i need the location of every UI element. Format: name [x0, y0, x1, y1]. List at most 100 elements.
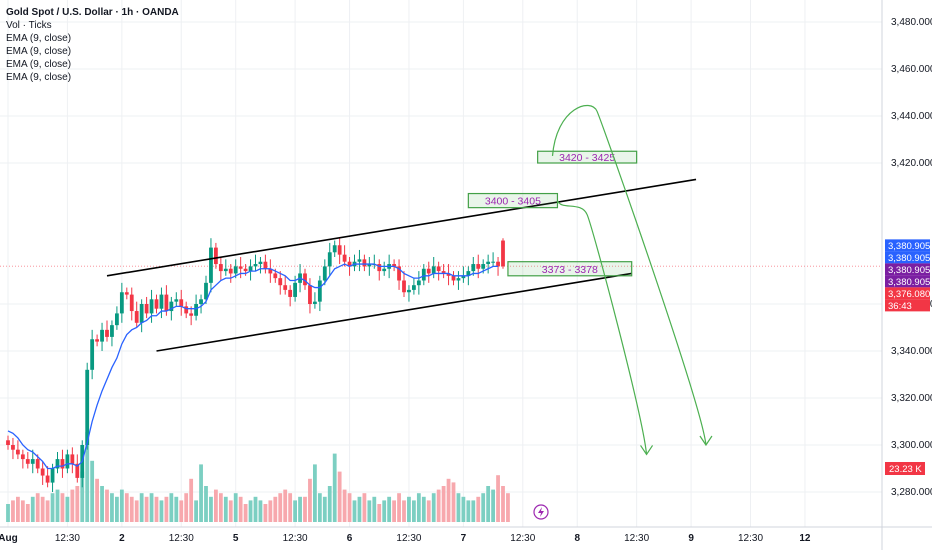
volume-bar [124, 493, 129, 522]
ema-indicator-label[interactable]: EMA (9, close) [6, 72, 72, 83]
volume-bar [184, 493, 189, 522]
volume-bar [119, 489, 124, 522]
ema-indicator-label[interactable]: EMA (9, close) [6, 59, 72, 70]
target-zone-label: 3420 - 3425 [559, 152, 615, 164]
candle [129, 294, 134, 312]
volume-bar [194, 500, 198, 522]
volume-bar [451, 482, 456, 522]
volume-bar [223, 496, 228, 522]
candle [293, 282, 297, 297]
ema-line [7, 263, 499, 470]
candle [233, 266, 238, 274]
volume-bar [283, 489, 288, 522]
volume-bar [293, 500, 297, 522]
candle [144, 304, 149, 314]
candle [392, 264, 396, 267]
x-tick-label: 5 [233, 533, 239, 544]
candle [169, 301, 174, 312]
volume-bar [209, 496, 213, 522]
volume-bar [233, 493, 238, 522]
symbol-title: Gold Spot / U.S. Dollar · 1h · OANDA [6, 7, 179, 18]
candle [327, 252, 332, 267]
candle [159, 294, 164, 309]
price-label-text: 3,380.905 [888, 253, 930, 264]
candle [119, 292, 124, 314]
volume-indicator-label[interactable]: Vol · Ticks [6, 20, 52, 31]
candle [496, 261, 500, 267]
volume-bar [105, 489, 109, 522]
volume-bar [332, 453, 337, 522]
volume-bar [298, 496, 302, 522]
candle [303, 273, 307, 286]
candle [426, 268, 431, 274]
volume-bar [412, 500, 416, 522]
volume-bar [268, 500, 273, 522]
volume-bar [387, 496, 392, 522]
volume-bar [421, 496, 426, 522]
volume-bar [416, 493, 421, 522]
price-label-tag [885, 275, 930, 288]
arrow-head-icon [699, 435, 713, 447]
candle [134, 311, 139, 323]
candle [50, 468, 55, 483]
volume-bar [382, 500, 387, 522]
volume-bar [476, 496, 481, 522]
ema-indicator-label[interactable]: EMA (9, close) [6, 46, 72, 57]
volume-bar [65, 496, 70, 522]
candle [20, 454, 25, 460]
volume-bar [496, 475, 500, 522]
candle [238, 266, 243, 269]
volume-bar [204, 486, 208, 522]
candle [194, 304, 198, 316]
volume-bar [164, 496, 169, 522]
volume-bar [263, 504, 268, 522]
candle [481, 264, 486, 269]
candle [313, 301, 317, 304]
candle [75, 463, 80, 478]
volume-bar [481, 493, 486, 522]
volume-bar [407, 496, 411, 522]
volume-bar [11, 500, 15, 522]
volume-bar [115, 496, 119, 522]
volume-bar [159, 500, 164, 522]
volume-bar [144, 496, 149, 522]
candle [223, 268, 228, 272]
candle [441, 271, 446, 274]
candle [115, 313, 119, 326]
volume-bar [100, 486, 104, 522]
volume-bar [25, 504, 30, 522]
volume-bar [397, 493, 401, 522]
x-tick-label: 12 [799, 533, 811, 544]
candle [189, 313, 194, 316]
candle [35, 459, 40, 469]
volume-bar [218, 493, 223, 522]
volume-bar [436, 489, 441, 522]
candle [60, 459, 65, 469]
candle [209, 247, 213, 283]
candle [288, 289, 293, 297]
volume-bar [174, 496, 179, 522]
price-label-text: 3,380.905 [888, 277, 930, 288]
volume-bar [471, 500, 476, 522]
candle [30, 459, 35, 464]
y-tick-label: 3,420.000 [891, 158, 932, 169]
volume-bar [446, 478, 451, 522]
candle [407, 289, 411, 293]
candle [85, 369, 90, 445]
projection-arrow [556, 200, 648, 455]
ema-indicator-label[interactable]: EMA (9, close) [6, 33, 72, 44]
candle [228, 268, 233, 274]
volume-bar [317, 493, 322, 522]
candle [139, 304, 144, 323]
candle [25, 459, 30, 464]
channel-upper-line [106, 178, 697, 277]
volume-bar [367, 500, 372, 522]
x-tick-label: 12:30 [283, 533, 308, 544]
volume-bar [60, 493, 65, 522]
y-tick-label: 3,440.000 [891, 111, 932, 122]
candle [332, 245, 337, 253]
x-tick-label: 12:30 [510, 533, 535, 544]
volume-bar [6, 504, 10, 522]
